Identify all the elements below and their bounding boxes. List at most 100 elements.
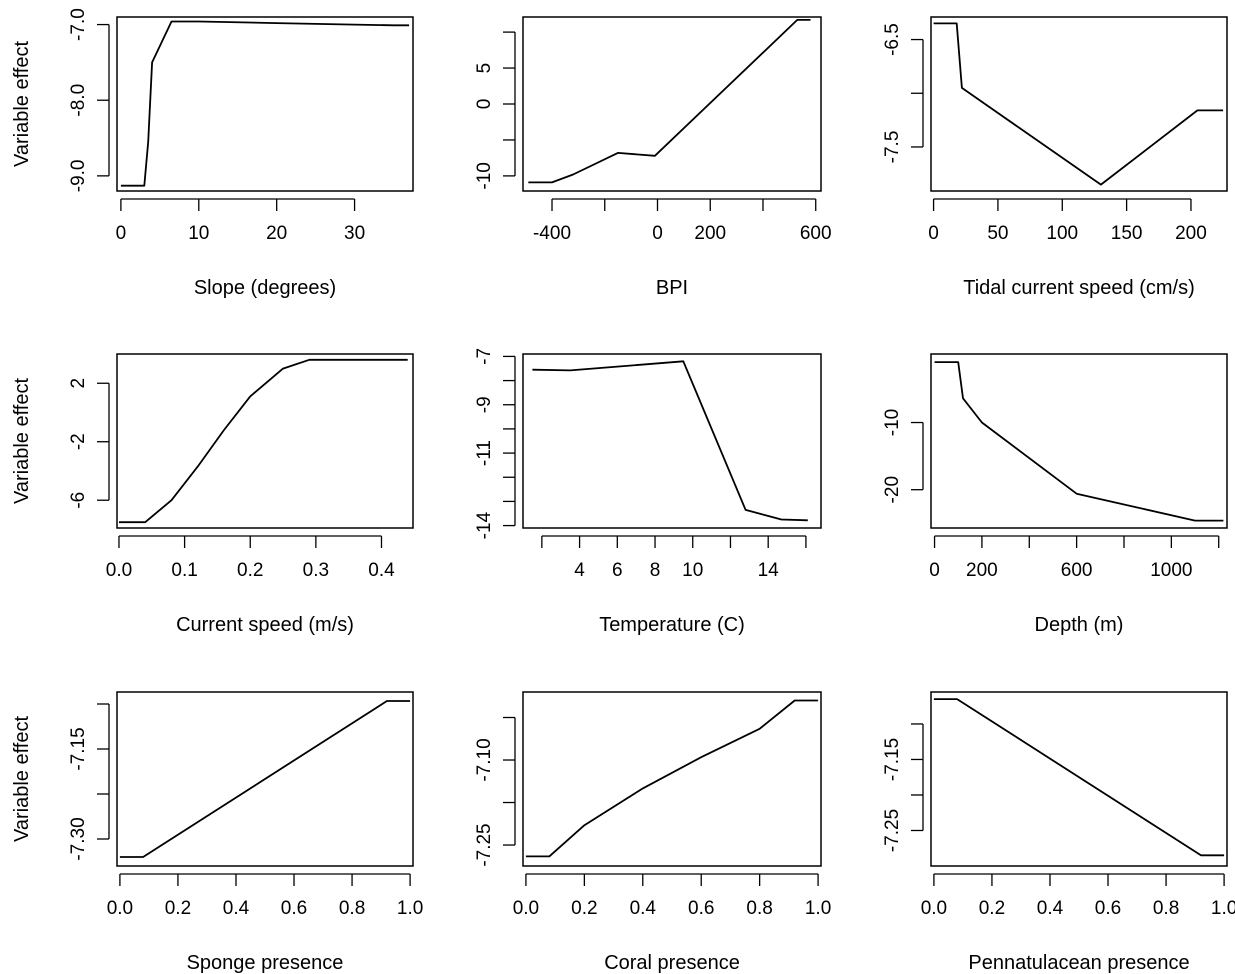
x-axis-title: Tidal current speed (cm/s) bbox=[963, 277, 1195, 299]
series-line bbox=[933, 22, 1224, 186]
plot-frame bbox=[930, 16, 1228, 192]
x-axis-title: Temperature (C) bbox=[599, 614, 745, 636]
x-tick-label: 0.0 bbox=[107, 898, 133, 919]
y-tick-label: -11 bbox=[474, 440, 495, 466]
x-tick-label: 0.0 bbox=[513, 898, 539, 919]
plot-frame bbox=[116, 16, 414, 192]
y-tick-label: -7.30 bbox=[68, 817, 89, 860]
plot-frame bbox=[522, 16, 822, 192]
x-tick-label: 10 bbox=[682, 560, 703, 581]
x-tick-label: 30 bbox=[344, 223, 365, 244]
plot-frame bbox=[522, 353, 822, 529]
x-tick-label: 0.1 bbox=[171, 560, 197, 581]
x-tick-label: 0.8 bbox=[339, 898, 365, 919]
x-tick-label: 0.4 bbox=[368, 560, 395, 581]
x-tick-label: 1.0 bbox=[1211, 898, 1235, 919]
x-tick-label: 0.6 bbox=[688, 898, 714, 919]
y-tick-label: -7.10 bbox=[474, 738, 495, 781]
x-tick-label: 0 bbox=[652, 223, 663, 244]
x-axis-title: Coral presence bbox=[604, 952, 740, 974]
x-axis-title: Pennatulacean presence bbox=[968, 952, 1189, 974]
x-tick-label: 600 bbox=[800, 223, 832, 244]
series-line bbox=[119, 700, 411, 858]
y-tick-label: -7.25 bbox=[882, 809, 903, 852]
x-tick-label: 10 bbox=[188, 223, 209, 244]
x-tick-label: -400 bbox=[533, 223, 571, 244]
series-line bbox=[119, 358, 408, 524]
x-tick-label: 1.0 bbox=[397, 898, 423, 919]
y-tick-label: -7.15 bbox=[68, 727, 89, 770]
series-line bbox=[528, 18, 811, 184]
x-tick-label: 50 bbox=[987, 223, 1008, 244]
y-tick-label: -9 bbox=[474, 396, 495, 413]
y-tick-label: -10 bbox=[882, 409, 903, 436]
y-tick-label: -6 bbox=[68, 492, 89, 509]
x-tick-label: 0.4 bbox=[1037, 898, 1064, 919]
x-tick-label: 0.8 bbox=[1153, 898, 1179, 919]
chart-panel-1: 0 10 20 30 -9.0 -8.0 -7.0 Slope (degrees) Variab… bbox=[11, 8, 414, 299]
x-axis-title: Current speed (m/s) bbox=[176, 614, 354, 636]
y-tick-label: -7 bbox=[474, 348, 495, 365]
y-tick-label: -7.0 bbox=[68, 8, 89, 41]
series-line bbox=[532, 360, 808, 522]
x-tick-label: 0.2 bbox=[979, 898, 1005, 919]
x-tick-label: 8 bbox=[650, 560, 661, 581]
x-tick-label: 100 bbox=[1046, 223, 1078, 244]
x-tick-label: 4 bbox=[574, 560, 585, 581]
x-tick-label: 0 bbox=[929, 560, 940, 581]
y-tick-label: -10 bbox=[474, 162, 495, 189]
y-tick-label: -20 bbox=[882, 476, 903, 503]
plot-frame bbox=[930, 691, 1228, 867]
x-tick-label: 14 bbox=[758, 560, 780, 581]
y-tick-label: -2 bbox=[68, 433, 89, 450]
y-tick-label: -9.0 bbox=[68, 159, 89, 192]
x-tick-label: 0.0 bbox=[921, 898, 947, 919]
x-tick-label: 0.8 bbox=[746, 898, 772, 919]
chart-panel-7: 0.0 0.2 0.4 0.6 0.8 1.0 -7.30 -7.15 Sponge prese… bbox=[11, 691, 423, 974]
x-tick-label: 150 bbox=[1111, 223, 1143, 244]
chart-panel-2: -400 0 200 600 -10 0 5 BPI bbox=[474, 16, 832, 299]
series-line bbox=[525, 699, 819, 858]
y-tick-label: -6.5 bbox=[882, 23, 903, 56]
x-tick-label: 200 bbox=[1175, 223, 1207, 244]
series-line bbox=[934, 361, 1224, 522]
x-tick-label: 6 bbox=[612, 560, 623, 581]
y-tick-label: 0 bbox=[474, 99, 495, 110]
x-tick-label: 1.0 bbox=[805, 898, 831, 919]
series-line bbox=[933, 698, 1225, 857]
chart-panel-3: 0 50 100 150 200 -7.5 -6.5 Tidal current speed … bbox=[882, 16, 1228, 299]
x-tick-label: 0.2 bbox=[165, 898, 191, 919]
series-line bbox=[120, 20, 410, 187]
x-tick-label: 0.2 bbox=[571, 898, 597, 919]
chart-panel-5: 4 6 8 10 14 -14 -11 -9 -7 Temperature (C) bbox=[474, 348, 822, 636]
x-tick-label: 0.6 bbox=[281, 898, 307, 919]
x-tick-label: 0.0 bbox=[106, 560, 132, 581]
chart-panel-8: 0.0 0.2 0.4 0.6 0.8 1.0 -7.25 -7.10 Coral presen… bbox=[474, 691, 831, 974]
x-tick-label: 0 bbox=[928, 223, 939, 244]
y-tick-label: -14 bbox=[474, 511, 495, 539]
plot-frame bbox=[930, 353, 1228, 529]
plot-frame bbox=[116, 353, 414, 529]
x-tick-label: 200 bbox=[966, 560, 998, 581]
x-tick-label: 1000 bbox=[1150, 560, 1192, 581]
plot-frame bbox=[522, 691, 822, 867]
x-tick-label: 20 bbox=[266, 223, 287, 244]
y-tick-label: 5 bbox=[474, 63, 495, 74]
plot-frame bbox=[116, 691, 414, 867]
x-tick-label: 200 bbox=[694, 223, 726, 244]
chart-panel-6: 0 200 600 1000 -20 -10 Depth (m) bbox=[882, 353, 1228, 636]
chart-panel-4: 0.0 0.1 0.2 0.3 0.4 -6 -2 2 Current speed (m/s) V… bbox=[11, 353, 414, 636]
y-tick-label: -7.5 bbox=[882, 131, 903, 164]
x-axis-title: Slope (degrees) bbox=[194, 277, 336, 299]
chart-panel-9: 0.0 0.2 0.4 0.6 0.8 1.0 -7.25 -7.15 Pennatulacea… bbox=[882, 691, 1235, 974]
x-axis-title: Depth (m) bbox=[1035, 614, 1124, 636]
y-tick-label: -7.15 bbox=[882, 738, 903, 781]
y-axis-title: Variable effect bbox=[11, 378, 33, 504]
x-tick-label: 0.2 bbox=[237, 560, 263, 581]
y-axis-title: Variable effect bbox=[11, 716, 33, 842]
x-tick-label: 0.4 bbox=[630, 898, 657, 919]
y-axis-title: Variable effect bbox=[11, 41, 33, 167]
x-axis-title: Sponge presence bbox=[187, 952, 344, 974]
x-tick-label: 0.4 bbox=[223, 898, 250, 919]
